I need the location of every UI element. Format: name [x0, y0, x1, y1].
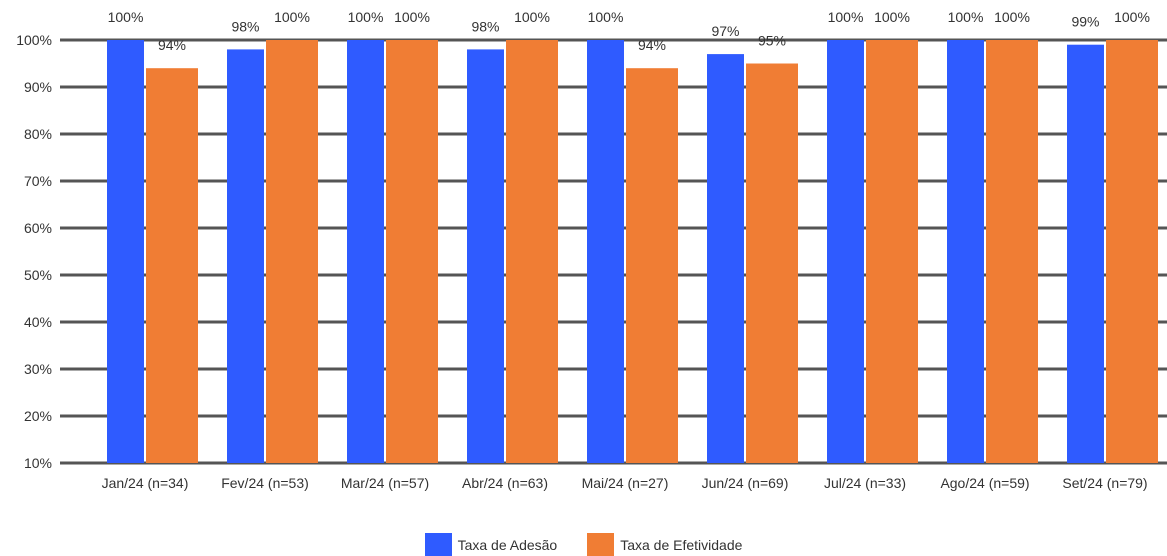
x-tick-label: Mai/24 (n=27)	[582, 475, 669, 491]
data-label-efetividade: 100%	[874, 9, 910, 25]
data-label-adesao: 100%	[348, 9, 384, 25]
bar-adesao	[827, 40, 864, 463]
x-tick-label: Mar/24 (n=57)	[341, 475, 429, 491]
bar-adesao	[707, 54, 744, 463]
bar-efetividade	[386, 40, 438, 463]
y-axis-ticks: 100% 90% 80% 70% 60% 50% 40% 30% 20% 10%	[16, 32, 52, 471]
data-label-efetividade: 95%	[758, 33, 786, 49]
bar-adesao	[1067, 44, 1104, 463]
x-tick-label: Jun/24 (n=69)	[702, 475, 789, 491]
data-label-adesao: 100%	[948, 9, 984, 25]
bar-adesao	[467, 49, 504, 464]
y-tick-label: 30%	[24, 361, 52, 377]
bar-adesao	[347, 40, 384, 463]
x-tick-label: Jul/24 (n=33)	[824, 475, 906, 491]
x-tick-label: Fev/24 (n=53)	[221, 475, 309, 491]
bar-adesao	[107, 40, 144, 463]
data-label-efetividade: 94%	[638, 37, 666, 53]
data-label-adesao: 100%	[108, 9, 144, 25]
y-tick-label: 40%	[24, 314, 52, 330]
legend: Taxa de Adesão Taxa de Efetividade	[0, 533, 1167, 556]
data-label-adesao: 97%	[711, 23, 739, 39]
data-label-efetividade: 100%	[394, 9, 430, 25]
bar-adesao	[947, 40, 984, 463]
data-label-efetividade: 94%	[158, 37, 186, 53]
bar-adesao	[227, 49, 264, 464]
bar-efetividade	[866, 40, 918, 463]
bar-efetividade	[746, 63, 798, 463]
y-tick-label: 20%	[24, 408, 52, 424]
legend-swatch-adesao	[424, 533, 452, 556]
bar-efetividade	[146, 68, 198, 463]
y-tick-label: 100%	[16, 32, 52, 48]
y-tick-label: 50%	[24, 267, 52, 283]
x-axis-ticks: Jan/24 (n=34) Fev/24 (n=53) Mar/24 (n=57) A…	[102, 475, 1148, 491]
data-label-adesao: 100%	[588, 9, 624, 25]
bar-adesao	[587, 40, 624, 463]
legend-swatch-efetividade	[587, 533, 615, 556]
bars	[107, 40, 1158, 464]
x-tick-label: Set/24 (n=79)	[1062, 475, 1147, 491]
legend-label-efetividade: Taxa de Efetividade	[620, 536, 743, 553]
y-tick-label: 90%	[24, 79, 52, 95]
legend-label-adesao: Taxa de Adesão	[457, 536, 558, 553]
data-label-efetividade: 100%	[274, 9, 310, 25]
data-label-adesao: 98%	[471, 18, 499, 34]
bar-chart: 100% 90% 80% 70% 60% 50% 40% 30% 20% 10% 100% 94% 9…	[16, 9, 1167, 491]
y-tick-label: 60%	[24, 220, 52, 236]
bar-efetividade	[506, 40, 558, 463]
data-label-adesao: 99%	[1071, 14, 1099, 30]
data-label-efetividade: 100%	[1114, 9, 1150, 25]
y-tick-label: 10%	[24, 455, 52, 471]
y-tick-label: 70%	[24, 173, 52, 189]
x-tick-label: Jan/24 (n=34)	[102, 475, 189, 491]
data-label-efetividade: 100%	[994, 9, 1030, 25]
data-label-adesao: 100%	[828, 9, 864, 25]
legend-item-efetividade[interactable]: Taxa de Efetividade	[587, 533, 742, 556]
data-label-efetividade: 100%	[514, 9, 550, 25]
bar-efetividade	[266, 40, 318, 463]
bar-efetividade	[1106, 40, 1158, 463]
bar-efetividade	[626, 68, 678, 463]
x-tick-label: Abr/24 (n=63)	[462, 475, 548, 491]
data-labels: 100% 94% 98% 100% 100% 100% 98% 100% 100% 94% 97% 9…	[108, 9, 1150, 53]
legend-item-adesao[interactable]: Taxa de Adesão	[424, 533, 558, 556]
data-label-adesao: 98%	[231, 18, 259, 34]
bar-efetividade	[986, 40, 1038, 463]
y-tick-label: 80%	[24, 126, 52, 142]
x-tick-label: Ago/24 (n=59)	[940, 475, 1029, 491]
